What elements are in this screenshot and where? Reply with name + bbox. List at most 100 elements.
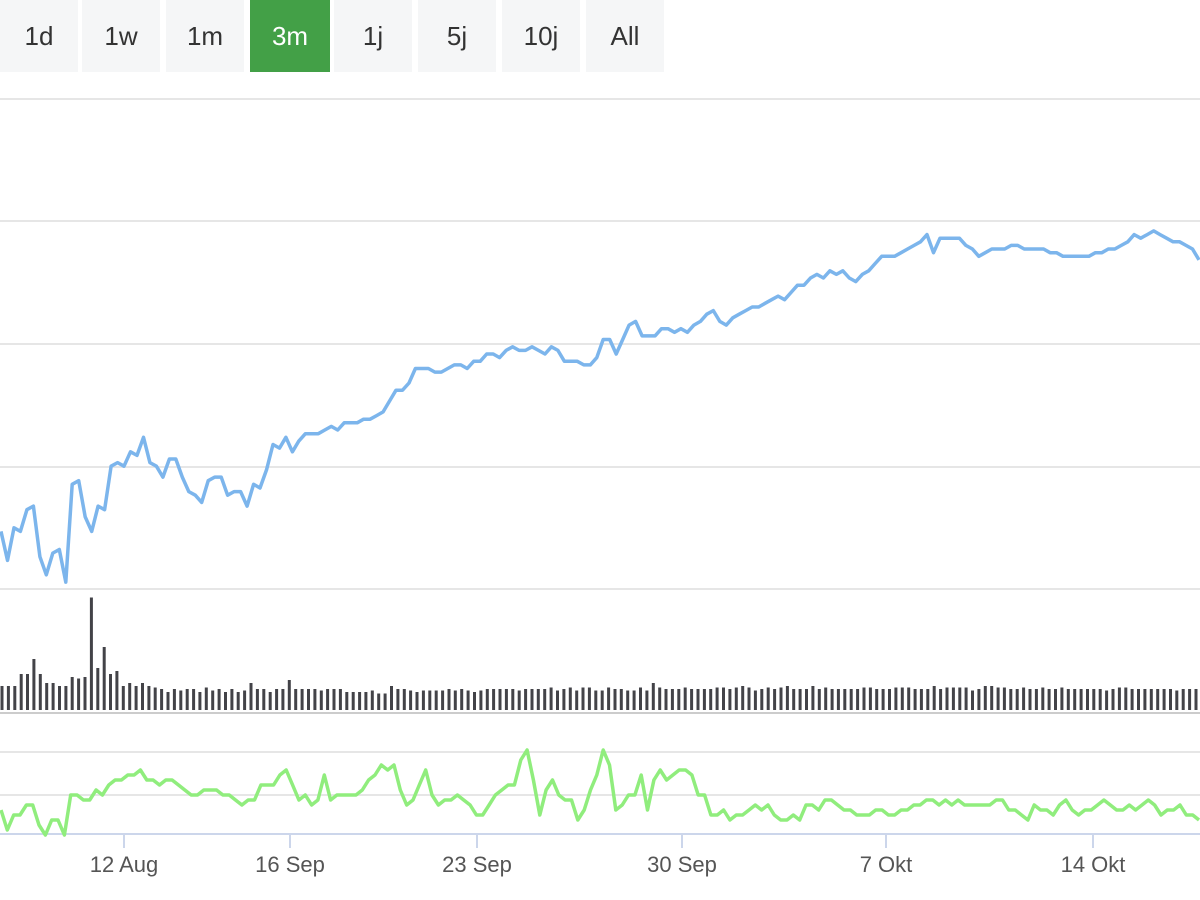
volume-bar <box>1079 689 1083 710</box>
volume-bar <box>1092 689 1096 710</box>
range-button-3m[interactable]: 3m <box>250 0 330 72</box>
volume-bar <box>275 689 279 710</box>
volume-bar <box>1022 687 1026 710</box>
volume-bar <box>951 687 955 710</box>
volume-bar <box>581 687 585 710</box>
volume-bar <box>268 692 272 710</box>
volume-bar <box>70 677 74 710</box>
volume-bar <box>428 690 432 710</box>
volume-bar <box>1098 689 1102 710</box>
volume-bar <box>121 686 125 710</box>
volume-bar <box>198 692 202 710</box>
volume-bar <box>1169 689 1172 710</box>
volume-bar <box>6 686 10 710</box>
volume-bar <box>249 683 253 710</box>
volume-bar <box>1111 689 1115 710</box>
volume-bar <box>517 690 521 710</box>
volume-bar <box>556 690 559 710</box>
volume-bar <box>1066 689 1070 710</box>
volume-bar <box>670 689 674 710</box>
volume-bar <box>907 687 911 710</box>
volume-bar <box>868 687 872 710</box>
volume-bar <box>96 668 100 710</box>
volume-bar <box>319 690 323 710</box>
volume-bar <box>1105 690 1109 710</box>
volume-bar <box>766 687 770 710</box>
volume-bar <box>798 689 802 710</box>
range-button-all[interactable]: All <box>586 0 664 72</box>
volume-bar <box>255 689 259 710</box>
volume-bar <box>281 689 285 710</box>
volume-bar <box>466 690 470 710</box>
x-tick-label: 12 Aug <box>90 852 159 877</box>
oscillator-series-line <box>0 748 1200 837</box>
volume-bar <box>204 687 208 710</box>
volume-bar <box>479 690 483 710</box>
volume-bar <box>1015 689 1019 710</box>
volume-bar <box>236 692 240 710</box>
volume-bar <box>390 686 393 710</box>
volume-bar <box>849 689 853 710</box>
volume-bar <box>358 692 362 710</box>
volume-bar <box>504 689 508 710</box>
volume-bar <box>294 689 298 710</box>
volume-bar <box>192 689 196 710</box>
volume-bar <box>843 689 847 710</box>
volume-bar <box>549 687 553 710</box>
volume-bar <box>932 686 936 710</box>
volume-bar <box>875 689 879 710</box>
volume-bar <box>166 692 170 710</box>
volume-bar <box>568 687 572 710</box>
volume-bar <box>383 693 387 710</box>
volume-bar <box>460 689 464 710</box>
volume-bar <box>536 689 540 710</box>
volume-bar <box>587 687 591 710</box>
volume-bar <box>594 690 598 710</box>
range-button-1w[interactable]: 1w <box>82 0 160 72</box>
volume-bar <box>441 690 445 710</box>
volume-bar <box>102 647 106 710</box>
volume-bar <box>747 687 751 710</box>
volume-bar <box>919 689 923 710</box>
volume-bar <box>1188 689 1192 710</box>
volume-bar <box>1117 687 1121 710</box>
volume-bar <box>575 690 579 710</box>
volume-bar <box>990 686 994 710</box>
volume-bar <box>300 689 304 710</box>
volume-bar <box>1124 687 1128 710</box>
volume-bar <box>511 689 515 710</box>
volume-bar <box>945 687 949 710</box>
volume-bar <box>1086 689 1089 710</box>
volume-bar <box>881 689 885 710</box>
range-button-1m[interactable]: 1m <box>166 0 244 72</box>
volume-bar <box>613 689 617 710</box>
price-series-line <box>0 229 1200 584</box>
volume-bar <box>632 690 636 710</box>
volume-bar <box>179 690 183 710</box>
volume-bar <box>211 690 215 710</box>
volume-bar <box>1162 689 1166 710</box>
range-button-10j[interactable]: 10j <box>502 0 580 72</box>
volume-bar <box>32 659 36 710</box>
volume-bar <box>313 689 317 710</box>
volume-bar <box>485 689 489 710</box>
x-tick-label: 30 Sep <box>647 852 717 877</box>
volume-bar <box>128 683 132 710</box>
volume-bar <box>817 689 821 710</box>
volume-bar <box>830 689 834 710</box>
volume-bar <box>153 687 157 710</box>
volume-bar <box>160 689 164 710</box>
volume-bar <box>664 689 668 710</box>
volume-bar <box>409 690 413 710</box>
volume-bar <box>434 690 438 710</box>
volume-bar <box>1175 690 1179 710</box>
volume-bar <box>619 689 623 710</box>
volume-bar <box>792 689 796 710</box>
volume-bar <box>626 690 630 710</box>
range-button-1d[interactable]: 1d <box>0 0 78 72</box>
volume-bar <box>983 686 987 710</box>
range-button-5j[interactable]: 5j <box>418 0 496 72</box>
volume-bar <box>364 692 368 710</box>
range-button-1j[interactable]: 1j <box>334 0 412 72</box>
